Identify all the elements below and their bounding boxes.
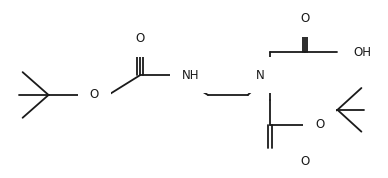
- Text: O: O: [315, 118, 324, 131]
- Text: O: O: [300, 155, 309, 168]
- Text: O: O: [90, 88, 99, 101]
- Text: N: N: [255, 69, 264, 82]
- Text: O: O: [135, 32, 145, 45]
- Text: OH: OH: [353, 46, 371, 59]
- Text: O: O: [300, 12, 309, 25]
- Text: NH: NH: [182, 69, 200, 82]
